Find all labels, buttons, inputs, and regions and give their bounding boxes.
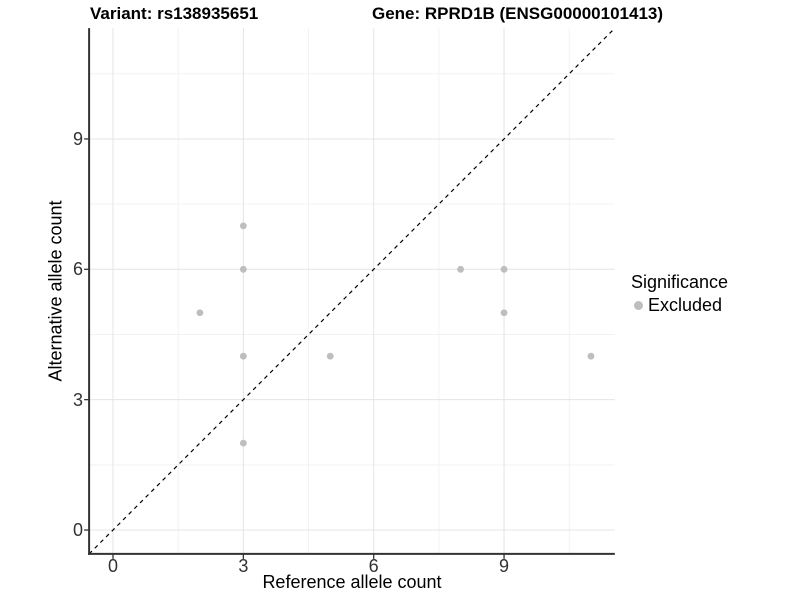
y-tick-label-3: 3 [72, 389, 83, 410]
x-tick-label-3: 3 [238, 556, 249, 576]
variant-title: Variant: rs138935651 [90, 4, 259, 23]
data-point [239, 222, 247, 230]
minor-gridlines [89, 28, 615, 554]
identity-line [88, 27, 616, 555]
legend: Significance Excluded [631, 272, 728, 316]
y-tick-label-0: 0 [72, 520, 83, 540]
legend-title: Significance [631, 272, 729, 292]
data-point [500, 265, 508, 273]
data-point [457, 265, 464, 273]
data-point [500, 309, 508, 317]
axis-ticks [84, 138, 505, 559]
legend-item-excluded: Excluded [631, 295, 728, 316]
data-point [196, 309, 204, 317]
data-points [196, 222, 595, 447]
legend-point-icon [634, 301, 643, 310]
data-point [239, 439, 247, 447]
x-tick-label-9: 9 [499, 556, 510, 576]
y-tick-label-9: 9 [72, 128, 83, 149]
gene-title: Gene: RPRD1B (ENSG00000101413) [372, 4, 664, 23]
x-tick-label-0: 0 [107, 556, 118, 576]
data-point [239, 265, 247, 273]
x-tick-label-6: 6 [368, 556, 379, 576]
axis-lines [88, 28, 615, 555]
data-point [587, 352, 595, 360]
legend-item-label: Excluded [648, 295, 723, 315]
data-point [326, 352, 334, 360]
y-tick-label-6: 6 [72, 259, 83, 280]
y-axis-title: Alternative allele count [45, 200, 66, 382]
x-axis-title: Reference allele count [262, 572, 442, 592]
data-point [239, 352, 247, 360]
major-gridlines [89, 28, 615, 554]
